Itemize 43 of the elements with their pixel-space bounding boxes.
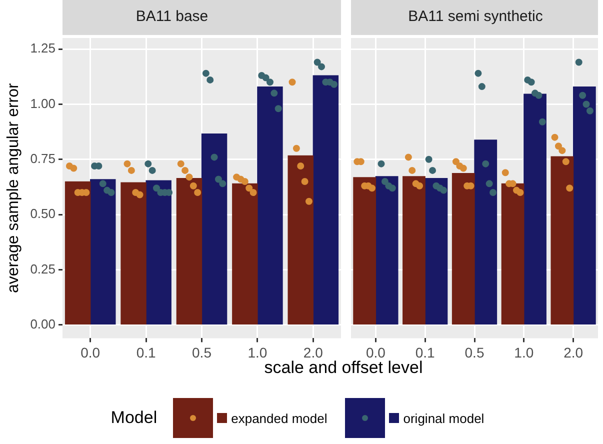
y-tick-label: 0.00 (30, 316, 56, 332)
y-tick-label: 0.50 (30, 206, 56, 222)
y-tick-label: 1.25 (30, 40, 56, 56)
x-tick-label: 1.0 (514, 344, 534, 360)
x-tick-label: 0.1 (415, 344, 436, 360)
bar (232, 183, 258, 325)
bar (474, 140, 498, 325)
bar (375, 176, 398, 325)
x-tick-label: 2.0 (564, 344, 584, 360)
bar (120, 182, 146, 325)
x-tick-label: 0.0 (366, 344, 386, 360)
chart-title: BA11 base (136, 8, 208, 26)
bar (201, 133, 228, 325)
bar (572, 86, 596, 325)
y-axis-title: average sample angular error (5, 82, 22, 294)
bar (452, 172, 475, 325)
x-axis-title: scale and offset level (264, 358, 423, 377)
bar (353, 177, 376, 325)
y-tick-label: 1.00 (30, 96, 56, 111)
legend-label: expanded model (231, 410, 328, 426)
bar (550, 156, 574, 325)
bar (176, 178, 202, 325)
legend-title: Model (110, 408, 158, 428)
x-tick-label: 0.5 (192, 344, 212, 360)
legend-label: original model (403, 410, 484, 426)
y-tick-label: 0.25 (30, 261, 56, 276)
bar (257, 86, 283, 325)
x-tick-label: 2.0 (303, 344, 324, 360)
bar (288, 155, 314, 325)
x-tick-label: 1.0 (248, 344, 268, 360)
x-tick-label: 0.5 (464, 344, 484, 360)
x-tick-label: 0.0 (80, 344, 100, 360)
chart-title: BA11 semi synthetic (408, 8, 544, 26)
x-tick-label: 0.1 (136, 344, 156, 360)
bar (524, 94, 546, 325)
bar (90, 179, 116, 325)
bar (501, 183, 524, 325)
bar (424, 178, 448, 325)
bar (402, 176, 426, 325)
y-tick-label: 0.75 (30, 150, 56, 166)
bar (312, 75, 339, 325)
bar (146, 180, 172, 325)
bar (64, 181, 91, 325)
